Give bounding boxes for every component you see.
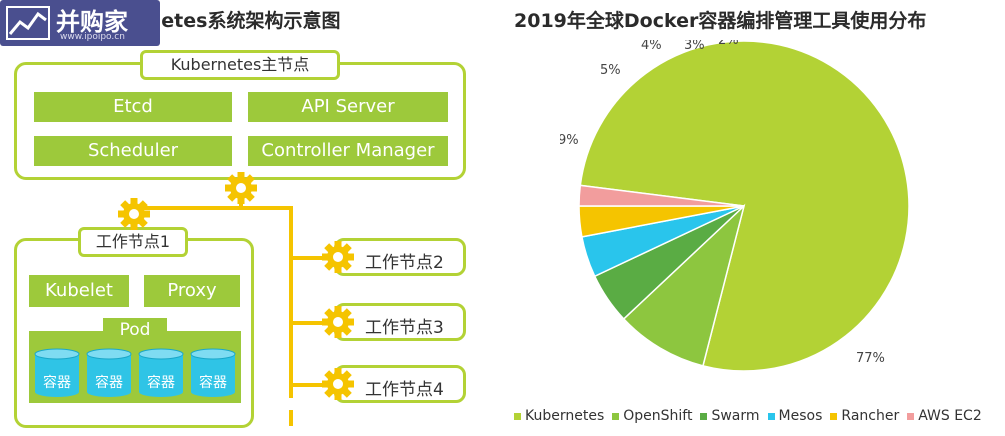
cylinder-icon <box>86 348 132 397</box>
legend-swatch <box>514 412 521 420</box>
container-cylinder: 容器 <box>138 348 184 398</box>
pie-label: 4% <box>641 40 662 53</box>
container-cylinder: 容器 <box>86 348 132 398</box>
chart-legend: Kubernetes OpenShift Swarm Mesos Rancher AWS … <box>514 408 990 424</box>
connector-horizontal <box>132 206 293 210</box>
pie-slice-openshift <box>622 203 746 367</box>
connector-worker2 <box>289 256 337 260</box>
component-etcd: Etcd <box>34 92 232 122</box>
logo-site: www.ipoipo.cn <box>60 32 125 42</box>
legend-swatch <box>700 412 708 420</box>
legend-swatch <box>830 412 838 420</box>
container-label: 容器 <box>147 375 175 391</box>
container-label: 容器 <box>199 375 227 391</box>
pie-label: 9% <box>560 133 579 148</box>
component-controller-manager: Controller Manager <box>248 136 448 166</box>
worker-node-2-label: 工作节点2 <box>365 253 444 273</box>
component-scheduler: Scheduler <box>34 136 232 166</box>
container-cylinder: 容器 <box>34 348 80 398</box>
component-kubelet: Kubelet <box>29 275 129 307</box>
pie-slice-aws-ec2 <box>578 184 745 207</box>
container-label: 容器 <box>95 375 123 391</box>
master-node-label: Kubernetes主节点 <box>140 50 340 80</box>
pie-label: 77% <box>856 351 885 366</box>
legend-item: Rancher <box>830 408 899 424</box>
connector-trunk-dash <box>289 410 293 426</box>
legend-label: AWS EC2 <box>918 408 982 424</box>
legend-swatch <box>767 412 775 420</box>
legend-swatch <box>907 412 915 420</box>
legend-swatch <box>612 412 620 420</box>
worker-node-4-label: 工作节点4 <box>365 380 444 400</box>
gear-icon <box>322 306 354 338</box>
container-label: 容器 <box>43 375 71 391</box>
component-proxy: Proxy <box>144 275 240 307</box>
gear-icon <box>322 368 354 400</box>
legend-item: OpenShift <box>612 408 692 424</box>
component-api-server: API Server <box>248 92 448 122</box>
gear-icon <box>118 198 150 230</box>
legend-label: Rancher <box>841 408 900 424</box>
cylinder-icon <box>190 348 236 397</box>
legend-item: AWS EC2 <box>907 408 982 424</box>
chart-line-icon <box>6 6 50 40</box>
legend-label: Mesos <box>778 408 823 424</box>
cylinder-icon <box>34 348 80 397</box>
worker-node-4: 工作节点4 <box>334 365 466 403</box>
connector-worker3 <box>289 321 337 325</box>
gear-icon <box>225 172 257 204</box>
container-cylinder: 容器 <box>190 348 236 398</box>
pie-label: 5% <box>600 63 621 78</box>
connector-worker4 <box>289 383 337 387</box>
legend-label: OpenShift <box>623 408 693 424</box>
site-logo: 并购家 www.ipoipo.cn <box>0 0 160 46</box>
pie-chart: 77% 9% 5% 4% 3% 2% <box>560 40 910 372</box>
worker-node-2: 工作节点2 <box>334 238 466 276</box>
logo-brand: 并购家 <box>56 8 128 36</box>
legend-item: Mesos <box>767 408 823 424</box>
legend-item: Kubernetes <box>514 408 604 424</box>
worker-node-3-label: 工作节点3 <box>365 318 444 338</box>
chart-title: 2019年全球Docker容器编排管理工具使用分布 <box>514 10 927 32</box>
legend-label: Kubernetes <box>525 408 605 424</box>
gear-icon <box>322 241 354 273</box>
pie-label: 2% <box>718 40 739 48</box>
pod-label: Pod <box>103 318 167 342</box>
connector-trunk <box>289 206 293 398</box>
cylinder-icon <box>138 348 184 397</box>
legend-label: Swarm <box>711 408 760 424</box>
legend-item: Swarm <box>700 408 760 424</box>
pie-label: 3% <box>684 40 705 53</box>
